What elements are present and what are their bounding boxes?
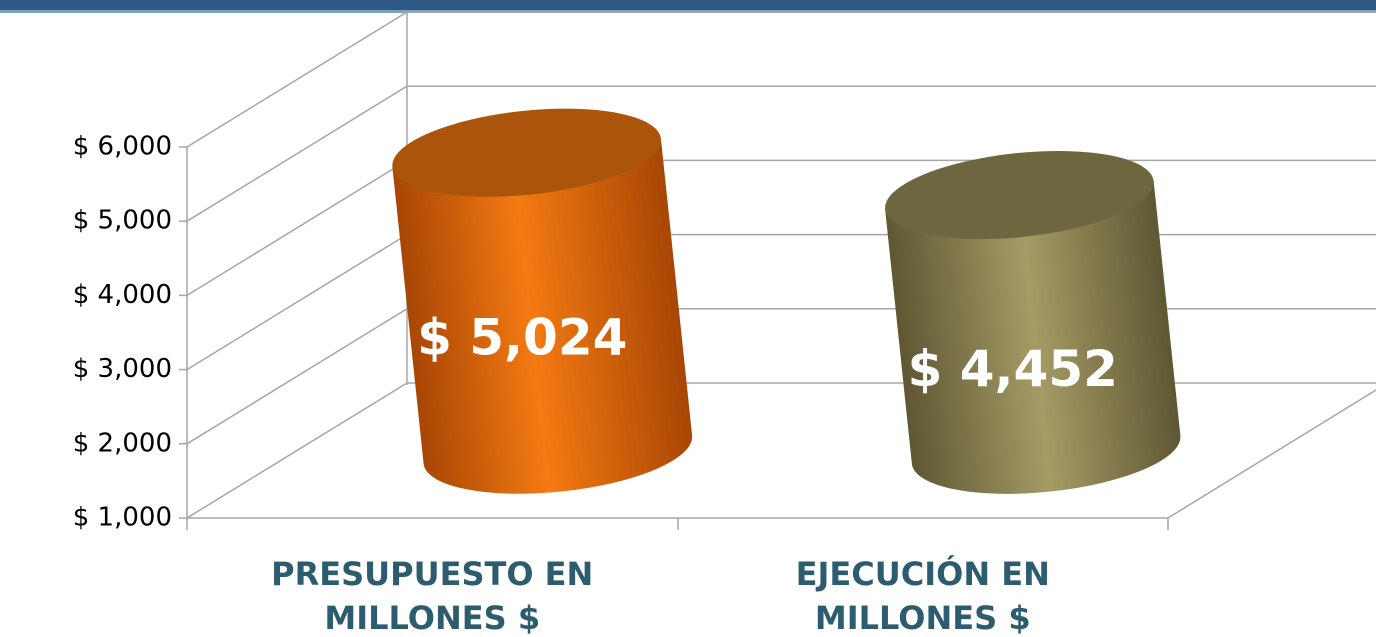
- header-bar: [0, 0, 1376, 10]
- grid-line: [186, 233, 408, 371]
- value-label: $ 4,452: [908, 340, 1118, 398]
- grid-line: [186, 11, 408, 148]
- y-tick-label: $ 3,000: [73, 354, 172, 384]
- cylinder-body: [392, 138, 693, 494]
- y-tick-label: $ 2,000: [73, 428, 172, 458]
- floor-edge: [1167, 389, 1376, 519]
- cylinder-top: [885, 150, 1154, 240]
- cylinder-body: [885, 180, 1181, 494]
- cylinder-top: [392, 108, 661, 197]
- x-tick-label: PRESUPUESTO EN: [271, 555, 593, 593]
- x-tick-label: MILLONES $: [324, 599, 540, 637]
- cylinder: [885, 150, 1181, 494]
- y-tick-label: $ 1,000: [73, 503, 172, 533]
- y-tick-label: $ 4,000: [73, 280, 172, 310]
- grid-line: [186, 85, 408, 222]
- value-label: $ 5,024: [417, 309, 627, 367]
- x-tick-label: EJECUCIÓN EN: [796, 554, 1050, 593]
- cylinder: [392, 108, 693, 494]
- y-tick-label: $ 6,000: [73, 132, 172, 162]
- grid-line: [186, 308, 408, 445]
- x-tick-label: MILLONES $: [815, 599, 1031, 637]
- grid-line: [186, 159, 408, 297]
- y-tick-label: $ 5,000: [73, 206, 172, 236]
- grid-line: [186, 382, 408, 519]
